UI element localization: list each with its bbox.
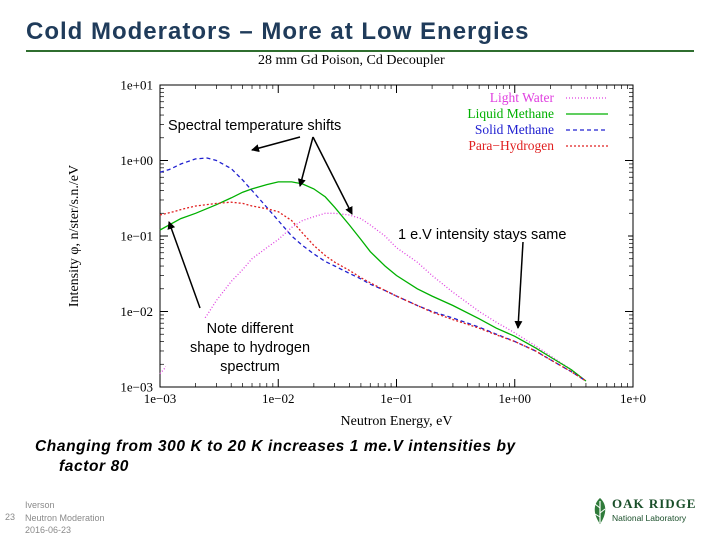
y-tick-label: 1e+00 <box>120 153 153 168</box>
series-line-1 <box>159 181 587 382</box>
caption-line-2: factor 80 <box>59 458 130 475</box>
series-line-2 <box>159 157 587 382</box>
legend-label-1: Liquid Methane <box>467 106 554 121</box>
leaf-icon <box>594 498 606 524</box>
caption-line-1: Changing from 300 K to 20 K increases 1 … <box>35 438 516 455</box>
annotation-hydrogen-note-line: spectrum <box>220 359 280 375</box>
series-line-3 <box>159 201 587 382</box>
annotation-1ev-same: 1 e.V intensity stays same <box>398 227 566 243</box>
footer-topic: Neutron Moderation <box>25 512 105 523</box>
y-tick-label: 1e−02 <box>120 304 153 319</box>
y-tick-label: 1e−03 <box>120 380 153 395</box>
slide-title: Cold Moderators – More at Low Energies <box>26 18 530 45</box>
x-tick-label: 1e−02 <box>262 391 295 406</box>
annotation-spectral-shift: Spectral temperature shifts <box>168 118 341 134</box>
x-axis-label: Neutron Energy, eV <box>341 414 453 429</box>
y-tick-label: 1e−01 <box>120 229 153 244</box>
y-tick-label: 1e+01 <box>120 78 153 93</box>
legend-label-3: Para−Hydrogen <box>468 138 554 153</box>
footer-author: Iverson <box>25 500 55 510</box>
chart-caption: Changing from 300 K to 20 K increases 1 … <box>35 437 675 477</box>
annotation-hydrogen-note-line: shape to hydrogen <box>190 340 310 356</box>
title-divider <box>26 50 694 52</box>
annotation-arrow <box>312 136 353 215</box>
footer: Iverson Neutron Moderation 2016-06-23 <box>25 499 105 537</box>
annotation-bg <box>396 222 628 244</box>
x-tick-label: 1e+00 <box>498 391 531 406</box>
x-tick-label: 1e+0 <box>620 391 646 406</box>
x-tick-label: 1e−01 <box>380 391 413 406</box>
legend-label-2: Solid Methane <box>475 122 554 137</box>
annotation-arrow <box>251 136 301 153</box>
footer-date: 2016-06-23 <box>25 525 72 535</box>
logo-name: OAK RIDGE <box>612 496 697 511</box>
annotation-arrow <box>167 221 201 309</box>
annotation-hydrogen-note-line: Note different <box>207 321 294 337</box>
chart-title: 28 mm Gd Poison, Cd Decoupler <box>258 53 445 68</box>
slide-number: 23 <box>5 512 16 522</box>
x-tick-label: 1e−03 <box>144 391 177 406</box>
y-axis-label: Intensity φ, n/ster/s.n./eV <box>67 165 82 307</box>
logo-subtitle: National Laboratory <box>612 513 687 523</box>
oak-ridge-logo: OAK RIDGE National Laboratory <box>590 494 700 528</box>
annotation-arrow <box>297 136 314 187</box>
annotation-arrow <box>514 241 524 329</box>
annotation-bg <box>166 318 332 376</box>
legend-label-0: Light Water <box>490 90 555 105</box>
annotation-bg <box>166 113 409 135</box>
